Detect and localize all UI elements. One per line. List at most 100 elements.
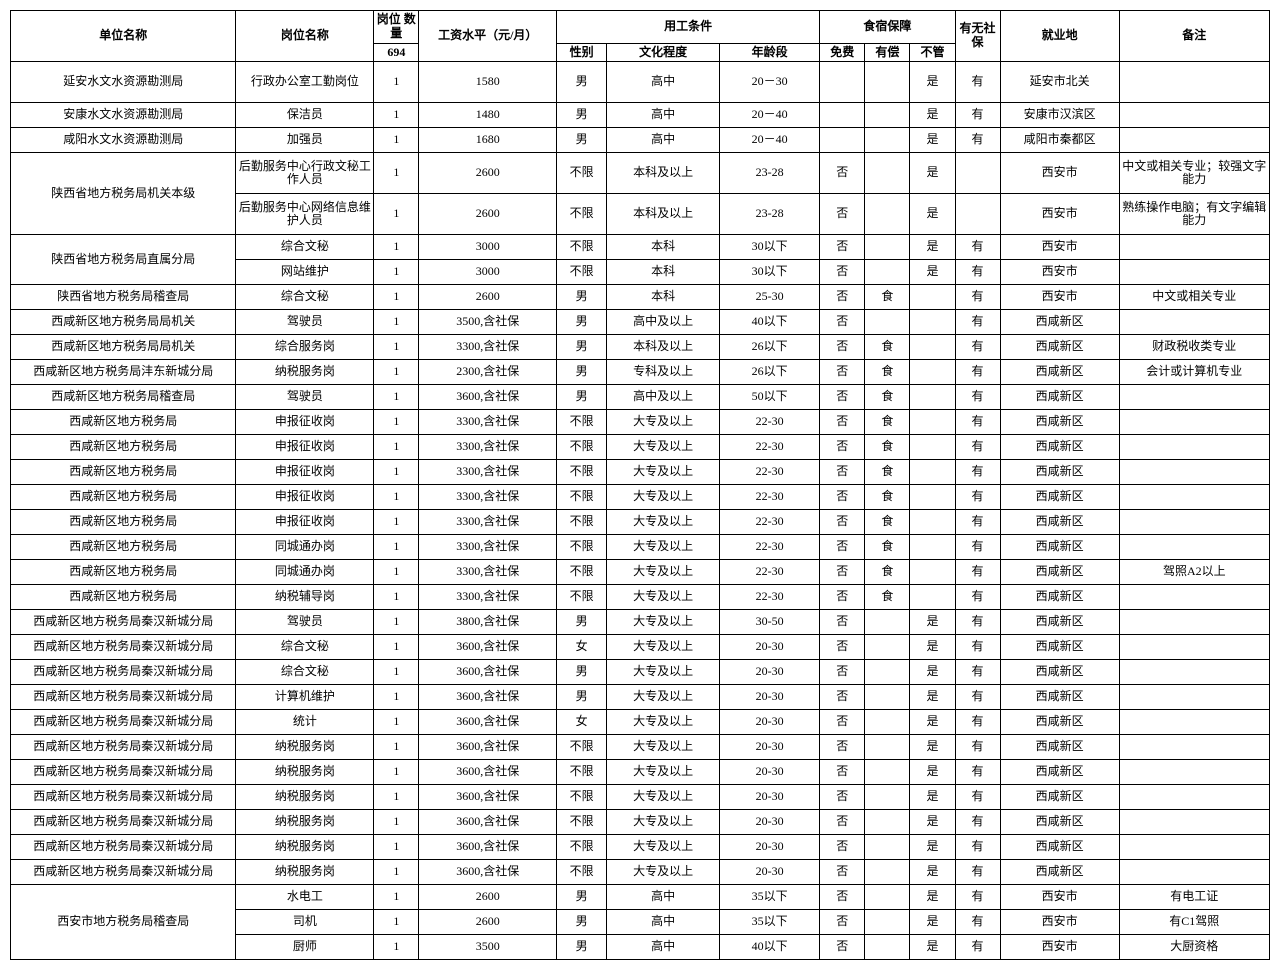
- cell-gender: 男: [557, 128, 607, 153]
- cell-paid: [865, 62, 910, 103]
- cell-none: 是: [910, 835, 955, 860]
- cell-qty: 1: [374, 460, 419, 485]
- cell-free: 否: [820, 335, 865, 360]
- cell-unit: 安康水文水资源勘测局: [11, 103, 236, 128]
- table-row: 西安市地方税务局稽查局水电工12600男高中35以下否是有西安市有电工证: [11, 885, 1270, 910]
- cell-position: 纳税服务岗: [236, 360, 374, 385]
- cell-position: 纳税服务岗: [236, 785, 374, 810]
- hdr-note: 备注: [1119, 11, 1269, 62]
- cell-shebao: 有: [955, 710, 1000, 735]
- cell-qty: 1: [374, 860, 419, 885]
- cell-qty: 1: [374, 760, 419, 785]
- cell-age: 30-50: [719, 610, 819, 635]
- cell-note: [1119, 310, 1269, 335]
- cell-edu: 大专及以上: [607, 810, 720, 835]
- cell-gender: 不限: [557, 410, 607, 435]
- cell-edu: 高中: [607, 935, 720, 960]
- cell-free: 否: [820, 260, 865, 285]
- cell-note: [1119, 128, 1269, 153]
- cell-qty: 1: [374, 610, 419, 635]
- cell-note: [1119, 685, 1269, 710]
- cell-age: 22-30: [719, 535, 819, 560]
- cell-shebao: 有: [955, 510, 1000, 535]
- cell-location: 西安市: [1000, 885, 1119, 910]
- cell-shebao: 有: [955, 685, 1000, 710]
- cell-position: 纳税服务岗: [236, 835, 374, 860]
- table-row: 西咸新区地方税务局秦汉新城分局纳税服务岗13600,含社保不限大专及以上20-3…: [11, 835, 1270, 860]
- cell-qty: 1: [374, 810, 419, 835]
- cell-paid: [865, 610, 910, 635]
- cell-salary: 3300,含社保: [419, 510, 557, 535]
- jobs-table: 单位名称 岗位名称 岗位 数量 工资水平（元/月） 用工条件 食宿保障 有无社保…: [10, 10, 1270, 960]
- cell-none: 是: [910, 194, 955, 235]
- cell-note: 中文或相关专业；较强文字能力: [1119, 153, 1269, 194]
- cell-none: 是: [910, 153, 955, 194]
- hdr-age: 年龄段: [719, 43, 819, 62]
- cell-free: 否: [820, 610, 865, 635]
- cell-gender: 男: [557, 360, 607, 385]
- cell-shebao: 有: [955, 360, 1000, 385]
- cell-paid: 食: [865, 585, 910, 610]
- cell-age: 23-28: [719, 194, 819, 235]
- cell-note: [1119, 710, 1269, 735]
- cell-location: 西咸新区: [1000, 785, 1119, 810]
- table-row: 西咸新区地方税务局秦汉新城分局综合文秘13600,含社保女大专及以上20-30否…: [11, 635, 1270, 660]
- cell-position: 综合文秘: [236, 235, 374, 260]
- hdr-position: 岗位名称: [236, 11, 374, 62]
- cell-gender: 男: [557, 885, 607, 910]
- cell-salary: 3600,含社保: [419, 835, 557, 860]
- cell-gender: 不限: [557, 560, 607, 585]
- cell-free: 否: [820, 860, 865, 885]
- cell-none: 是: [910, 635, 955, 660]
- cell-qty: 1: [374, 194, 419, 235]
- cell-qty: 1: [374, 410, 419, 435]
- cell-position: 同城通办岗: [236, 535, 374, 560]
- cell-note: [1119, 510, 1269, 535]
- cell-position: 驾驶员: [236, 310, 374, 335]
- cell-free: 否: [820, 635, 865, 660]
- cell-unit: 西咸新区地方税务局: [11, 435, 236, 460]
- cell-note: [1119, 235, 1269, 260]
- cell-salary: 2600: [419, 910, 557, 935]
- cell-edu: 大专及以上: [607, 585, 720, 610]
- cell-unit: 西咸新区地方税务局秦汉新城分局: [11, 735, 236, 760]
- cell-free: 否: [820, 460, 865, 485]
- cell-salary: 2600: [419, 285, 557, 310]
- cell-edu: 大专及以上: [607, 610, 720, 635]
- cell-note: 有C1驾照: [1119, 910, 1269, 935]
- cell-none: [910, 360, 955, 385]
- cell-paid: [865, 935, 910, 960]
- cell-shebao: 有: [955, 610, 1000, 635]
- cell-age: 30以下: [719, 260, 819, 285]
- cell-qty: 1: [374, 360, 419, 385]
- cell-age: 40以下: [719, 935, 819, 960]
- cell-shebao: 有: [955, 485, 1000, 510]
- table-row: 西咸新区地方税务局秦汉新城分局纳税服务岗13600,含社保不限大专及以上20-3…: [11, 810, 1270, 835]
- cell-free: 否: [820, 735, 865, 760]
- cell-age: 20-30: [719, 660, 819, 685]
- table-row: 陕西省地方税务局机关本级后勤服务中心行政文秘工作人员12600不限本科及以上23…: [11, 153, 1270, 194]
- cell-qty: 1: [374, 485, 419, 510]
- table-row: 陕西省地方税务局直属分局综合文秘13000不限本科30以下否是有西安市: [11, 235, 1270, 260]
- cell-unit: 西咸新区地方税务局局机关: [11, 310, 236, 335]
- cell-location: 西咸新区: [1000, 435, 1119, 460]
- cell-none: 是: [910, 760, 955, 785]
- cell-paid: [865, 685, 910, 710]
- cell-gender: 男: [557, 910, 607, 935]
- cell-age: 26以下: [719, 360, 819, 385]
- cell-qty: 1: [374, 335, 419, 360]
- cell-unit: 西咸新区地方税务局秦汉新城分局: [11, 610, 236, 635]
- cell-position: 司机: [236, 910, 374, 935]
- cell-gender: 不限: [557, 460, 607, 485]
- table-row: 西咸新区地方税务局秦汉新城分局纳税服务岗13600,含社保不限大专及以上20-3…: [11, 860, 1270, 885]
- cell-paid: [865, 103, 910, 128]
- cell-free: 否: [820, 235, 865, 260]
- cell-edu: 大专及以上: [607, 560, 720, 585]
- cell-location: 西咸新区: [1000, 360, 1119, 385]
- cell-age: 26以下: [719, 335, 819, 360]
- cell-qty: 1: [374, 685, 419, 710]
- table-row: 西咸新区地方税务局申报征收岗13300,含社保不限大专及以上22-30否食有西咸…: [11, 510, 1270, 535]
- cell-none: 是: [910, 660, 955, 685]
- cell-free: 否: [820, 385, 865, 410]
- cell-edu: 高中: [607, 128, 720, 153]
